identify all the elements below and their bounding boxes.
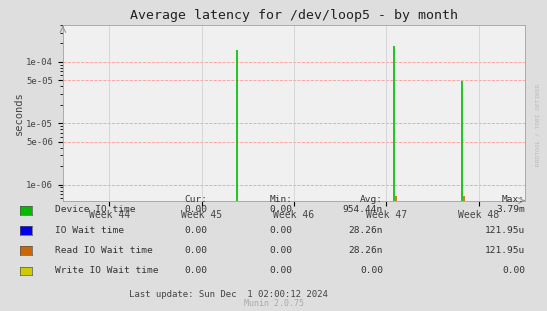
- Text: RRDTOOL / TOBI OETIKER: RRDTOOL / TOBI OETIKER: [535, 83, 540, 166]
- Text: 0.00: 0.00: [270, 246, 293, 255]
- Text: 954.44n: 954.44n: [342, 206, 383, 214]
- Text: 0.00: 0.00: [185, 206, 208, 214]
- Text: 0.00: 0.00: [185, 266, 208, 275]
- Text: 0.00: 0.00: [270, 226, 293, 234]
- Text: IO Wait time: IO Wait time: [55, 226, 124, 234]
- Text: Write IO Wait time: Write IO Wait time: [55, 266, 158, 275]
- Text: 0.00: 0.00: [185, 246, 208, 255]
- Text: 121.95u: 121.95u: [485, 226, 525, 234]
- Text: 0.00: 0.00: [502, 266, 525, 275]
- Text: 28.26n: 28.26n: [348, 246, 383, 255]
- Text: Device IO time: Device IO time: [55, 206, 135, 214]
- Text: Cur:: Cur:: [185, 195, 208, 204]
- Text: Last update: Sun Dec  1 02:00:12 2024: Last update: Sun Dec 1 02:00:12 2024: [129, 290, 328, 299]
- Text: 0.00: 0.00: [270, 266, 293, 275]
- Title: Average latency for /dev/loop5 - by month: Average latency for /dev/loop5 - by mont…: [130, 9, 458, 22]
- Text: 0.00: 0.00: [360, 266, 383, 275]
- Text: Avg:: Avg:: [360, 195, 383, 204]
- Text: Munin 2.0.75: Munin 2.0.75: [243, 299, 304, 308]
- Text: 121.95u: 121.95u: [485, 246, 525, 255]
- Text: Min:: Min:: [270, 195, 293, 204]
- Text: 3.79m: 3.79m: [496, 206, 525, 214]
- Y-axis label: seconds: seconds: [14, 91, 24, 135]
- Text: 28.26n: 28.26n: [348, 226, 383, 234]
- Text: 0.00: 0.00: [185, 226, 208, 234]
- Text: Read IO Wait time: Read IO Wait time: [55, 246, 153, 255]
- Text: 0.00: 0.00: [270, 206, 293, 214]
- Text: Max:: Max:: [502, 195, 525, 204]
